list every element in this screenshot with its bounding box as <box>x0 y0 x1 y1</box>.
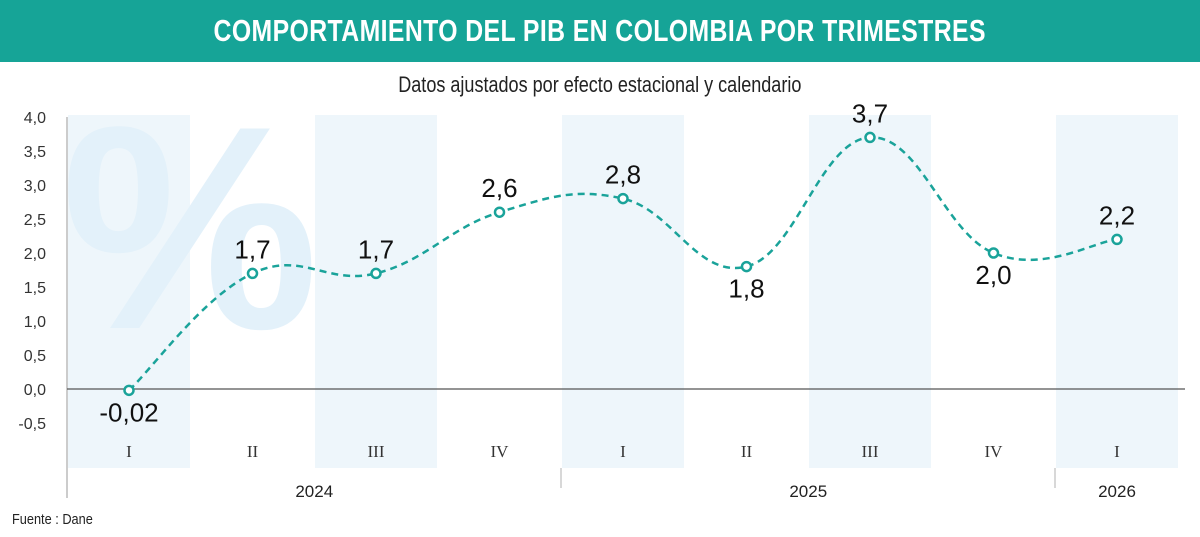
data-label: 1,7 <box>358 234 394 264</box>
data-label: 2,0 <box>975 260 1011 290</box>
x-tick-label: IV <box>491 442 510 461</box>
data-point <box>493 206 506 218</box>
data-point <box>617 192 629 205</box>
y-tick-label: 0,5 <box>24 348 46 365</box>
data-point <box>246 267 259 280</box>
background-band <box>562 115 684 468</box>
y-tick-label: 1,0 <box>24 314 46 331</box>
year-label: 2024 <box>295 482 333 501</box>
data-point <box>370 267 382 280</box>
data-label: 1,7 <box>234 234 270 264</box>
x-tick-label: I <box>126 442 132 461</box>
background-band <box>809 115 931 468</box>
year-label: 2025 <box>789 482 827 501</box>
data-label: -0,02 <box>99 397 158 427</box>
background-band <box>1056 115 1178 468</box>
x-tick-label: III <box>862 442 879 461</box>
subtitle-text: Datos ajustados por efecto estacional y … <box>398 72 802 97</box>
y-tick-label: 2,5 <box>24 212 46 229</box>
data-label: 3,7 <box>852 98 888 128</box>
background-band <box>68 115 190 468</box>
x-tick-label: I <box>620 442 626 461</box>
data-point <box>987 247 1000 259</box>
x-tick-label: II <box>247 442 259 461</box>
data-point <box>123 384 135 397</box>
chart-title: COMPORTAMIENTO DEL PIB EN COLOMBIA POR T… <box>213 13 987 48</box>
y-tick-label: 4,0 <box>24 110 46 127</box>
data-label: 2,8 <box>605 160 641 190</box>
data-label: 1,8 <box>728 274 764 304</box>
source-text: Fuente : Dane <box>12 511 93 528</box>
data-label: 2,6 <box>481 173 517 203</box>
x-tick-label: I <box>1114 442 1120 461</box>
percent-watermark: % <box>61 66 319 390</box>
x-tick-label: IV <box>985 442 1004 461</box>
gdp-series-line <box>128 136 1118 392</box>
y-tick-label: -0,5 <box>18 416 46 433</box>
background-band <box>315 115 437 468</box>
y-tick-label: 3,0 <box>24 178 46 195</box>
x-tick-label: III <box>368 442 385 461</box>
y-tick-label: 0,0 <box>24 382 46 399</box>
year-label: 2026 <box>1098 482 1136 501</box>
y-tick-label: 1,5 <box>24 280 46 297</box>
data-point <box>864 131 876 144</box>
y-tick-label: 3,5 <box>24 144 46 161</box>
source-note: Fuente : Dane <box>12 511 107 528</box>
x-tick-label: II <box>741 442 753 461</box>
data-point <box>1111 233 1123 246</box>
data-label: 2,2 <box>1099 200 1135 230</box>
data-point <box>740 260 753 273</box>
title-banner: COMPORTAMIENTO DEL PIB EN COLOMBIA POR T… <box>0 0 1200 62</box>
y-tick-label: 2,0 <box>24 246 46 263</box>
chart-subtitle: Datos ajustados por efecto estacional y … <box>0 72 1200 98</box>
